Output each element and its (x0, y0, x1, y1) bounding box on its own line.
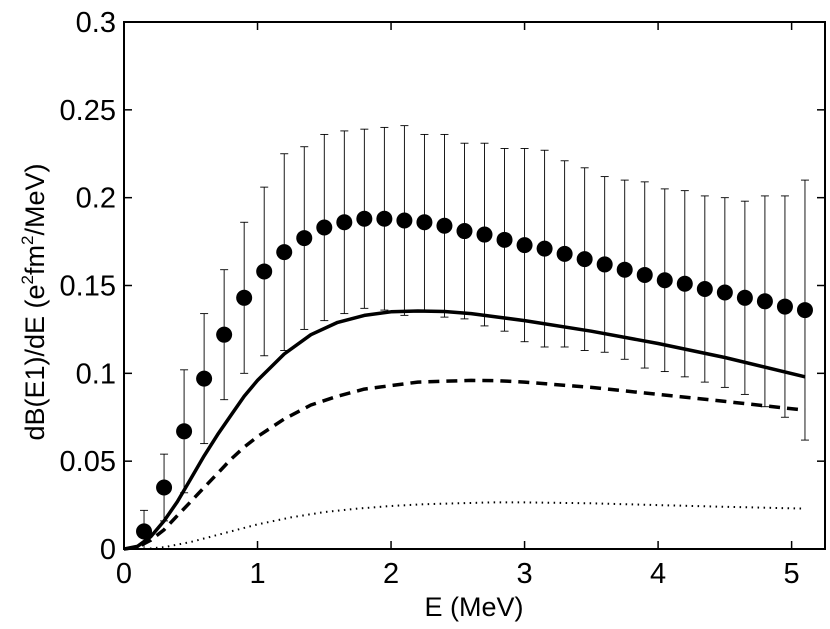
data-point (556, 245, 573, 262)
solid-curve (123, 309, 806, 551)
dashed-curve (123, 378, 806, 551)
y-axis-title-part: dB(E1)/dE (e (20, 284, 50, 440)
y-axis-title-superscript: 2 (18, 275, 37, 284)
data-point (736, 289, 753, 306)
x-tick-label: 5 (784, 558, 800, 590)
data-point (436, 217, 453, 234)
x-tick-label: 4 (650, 558, 666, 590)
data-point (176, 423, 193, 440)
data-point (496, 231, 513, 248)
data-point (256, 263, 273, 280)
y-tick-label: 0 (100, 534, 116, 566)
data-point (296, 230, 313, 247)
y-tick-label: 0.3 (76, 7, 116, 39)
data-point (416, 214, 433, 231)
x-axis-title: E (MeV) (424, 592, 523, 622)
data-point (316, 219, 333, 236)
data-point (376, 210, 393, 227)
data-point (596, 256, 613, 273)
data-point (716, 284, 733, 301)
data-point (456, 223, 473, 240)
x-tick-label: 3 (517, 558, 533, 590)
y-tick-label: 0.25 (60, 95, 116, 127)
data-point (536, 240, 553, 257)
label-layer: 0 1 2 3 4 5 0 0.05 0.1 0.15 0.2 0.25 0.3 (60, 7, 800, 590)
y-axis-title: dB(E1)/dE (e2fm2/MeV) (18, 163, 50, 440)
y-tick-label: 0.1 (76, 358, 116, 390)
data-point (396, 212, 413, 229)
data-point (336, 214, 353, 231)
y-axis-title-part: /MeV) (20, 163, 50, 235)
y-axis-title-part: fm (20, 245, 50, 275)
data-point (136, 523, 153, 540)
dotted-curve (143, 501, 806, 550)
data-point (156, 479, 173, 496)
y-tick-label: 0.05 (60, 446, 116, 478)
tick-layer (123, 21, 825, 550)
x-tick-label: 0 (116, 558, 132, 590)
data-point (236, 289, 253, 306)
data-point (696, 281, 713, 298)
data-point (356, 210, 373, 227)
plot-frame (123, 21, 826, 550)
x-tick-label: 2 (383, 558, 399, 590)
y-tick-label: 0.15 (60, 271, 116, 303)
data-point (276, 244, 293, 261)
data-point (756, 293, 773, 310)
data-point (796, 302, 813, 319)
data-point (636, 266, 653, 283)
data-point (476, 226, 493, 243)
y-axis-title-superscript: 2 (18, 236, 37, 245)
y-tick-label: 0.2 (76, 183, 116, 215)
data-point (576, 251, 593, 268)
data-point (196, 370, 213, 387)
data-point (216, 326, 233, 343)
x-tick-label: 1 (249, 558, 265, 590)
data-point (656, 272, 673, 289)
data-point (616, 261, 633, 278)
data-point (516, 237, 533, 254)
plot-layer (123, 125, 813, 551)
data-point (776, 298, 793, 315)
data-point (676, 275, 693, 292)
